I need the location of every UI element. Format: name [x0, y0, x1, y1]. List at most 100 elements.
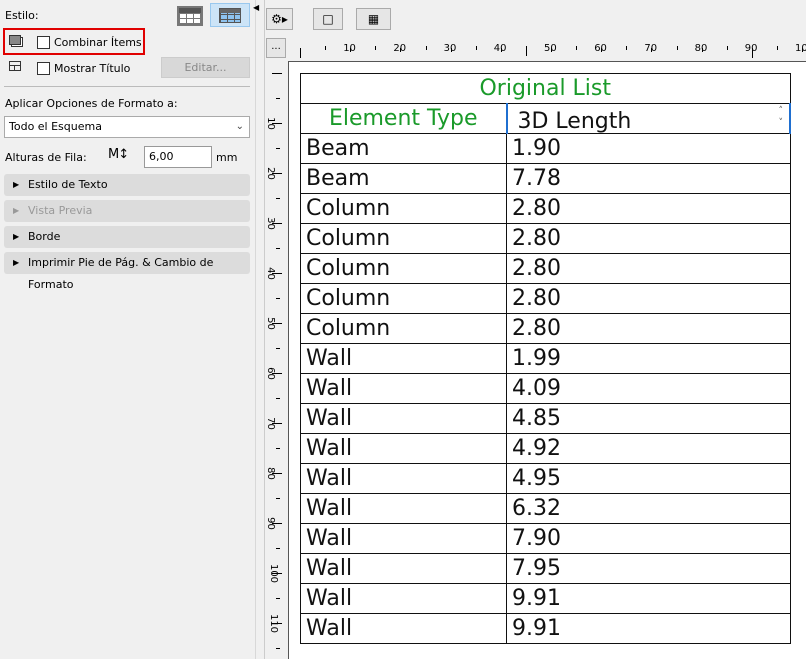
cell-3d-length[interactable]: 2.80: [506, 313, 791, 344]
ruler-tick: [276, 548, 280, 549]
more-button[interactable]: ...: [266, 38, 286, 58]
section-label: Borde: [28, 230, 61, 243]
row-height-icon: M↕: [108, 147, 129, 162]
table-row: Wall 4.85: [300, 403, 791, 434]
cell-element-type[interactable]: Column: [300, 253, 507, 284]
cell-3d-length[interactable]: 7.78: [506, 163, 791, 194]
table-row: Beam 7.78: [300, 163, 791, 194]
apply-dropdown[interactable]: Todo el Esquema ⌄: [4, 116, 250, 138]
style-grid-option-2[interactable]: [210, 3, 250, 27]
cell-element-type[interactable]: Wall: [300, 493, 507, 524]
cell-3d-length[interactable]: 4.85: [506, 403, 791, 434]
cell-element-type[interactable]: Wall: [300, 373, 507, 404]
table-header-row: Element Type 3D Length ˄ ˅: [300, 103, 791, 134]
settings-gear-icon[interactable]: ⚙▸: [266, 8, 293, 30]
cell-3d-length[interactable]: 2.80: [506, 253, 791, 284]
header-3d-length[interactable]: 3D Length ˄ ˅: [505, 103, 791, 134]
cell-3d-length[interactable]: 1.90: [506, 133, 791, 164]
show-title-checkbox[interactable]: [37, 62, 50, 75]
table-row: Wall 7.90: [300, 523, 791, 554]
expand-triangle-icon: ▶: [13, 232, 20, 241]
style-label: Estilo:: [5, 9, 39, 22]
ruler-tick: [576, 46, 578, 50]
cell-element-type[interactable]: Column: [300, 223, 507, 254]
cell-element-type[interactable]: Wall: [300, 613, 507, 644]
sort-arrows-icon[interactable]: ˄ ˅: [778, 106, 784, 128]
cell-element-type[interactable]: Column: [300, 193, 507, 224]
ruler-tick: [276, 448, 280, 449]
ruler-tick: [276, 248, 280, 249]
ruler-label: 60: [594, 43, 607, 54]
ruler-label: 110: [268, 613, 280, 634]
section-border[interactable]: ▶ Borde: [4, 226, 250, 248]
ruler-tick: [272, 123, 282, 124]
cell-3d-length[interactable]: 2.80: [506, 193, 791, 224]
ruler-tick: [726, 46, 728, 50]
cell-3d-length[interactable]: 4.92: [506, 433, 791, 464]
combine-items-icon: [9, 35, 21, 45]
cell-element-type[interactable]: Wall: [300, 583, 507, 614]
ruler-tick: [350, 48, 352, 52]
cell-element-type[interactable]: Wall: [300, 523, 507, 554]
row-height-input[interactable]: 6,00: [144, 146, 212, 168]
ruler-tick: [751, 48, 753, 58]
cell-3d-length[interactable]: 7.95: [506, 553, 791, 584]
expand-triangle-icon: ▶: [13, 180, 20, 189]
ruler-label: 10: [264, 117, 276, 130]
row-height-label: Alturas de Fila:: [5, 151, 87, 164]
fit-selection-icon[interactable]: □: [313, 8, 343, 30]
vertical-ruler: 10 20 30 40 50 60 70 80 90 100 110: [264, 62, 288, 659]
cell-3d-length[interactable]: 9.91: [506, 583, 791, 614]
header-element-type[interactable]: Element Type: [300, 103, 507, 134]
combine-items-label: Combinar Ítems: [54, 36, 142, 49]
cell-element-type[interactable]: Beam: [300, 163, 507, 194]
table-row: Wall 6.32: [300, 493, 791, 524]
cell-3d-length[interactable]: 6.32: [506, 493, 791, 524]
ruler-label: 90: [744, 43, 758, 54]
ruler-tick: [272, 423, 282, 424]
style-grid-option-1[interactable]: [177, 6, 203, 26]
cell-3d-length[interactable]: 4.09: [506, 373, 791, 404]
cell-element-type[interactable]: Wall: [300, 403, 507, 434]
section-text-style[interactable]: ▶ Estilo de Texto: [4, 174, 250, 196]
cell-3d-length[interactable]: 9.91: [506, 613, 791, 644]
cell-element-type[interactable]: Beam: [300, 133, 507, 164]
ruler-tick: [276, 498, 280, 499]
ruler-tick: [276, 398, 280, 399]
ruler-tick: [272, 273, 282, 274]
edit-button[interactable]: Editar...: [161, 57, 250, 78]
ruler-tick: [272, 573, 282, 574]
cell-3d-length[interactable]: 7.90: [506, 523, 791, 554]
ruler-tick: [272, 523, 282, 524]
section-label: Imprimir Pie de Pág. & Cambio de Formato: [28, 256, 214, 291]
cell-3d-length[interactable]: 4.95: [506, 463, 791, 494]
ruler-tick: [272, 173, 282, 174]
schedule-table: Original List Element Type 3D Length ˄ ˅ B…: [300, 73, 791, 644]
combine-items-checkbox[interactable]: [37, 36, 50, 49]
cell-3d-length[interactable]: 2.80: [506, 283, 791, 314]
table-row: Wall 9.91: [300, 583, 791, 614]
ruler-tick: [276, 348, 280, 349]
cell-element-type[interactable]: Wall: [300, 433, 507, 464]
table-title-row: Original List: [300, 73, 791, 104]
fit-all-icon[interactable]: ▦: [356, 8, 391, 30]
expand-triangle-icon: ▶: [13, 206, 20, 215]
ruler-label: 20: [264, 167, 276, 180]
cell-element-type[interactable]: Column: [300, 313, 507, 344]
ruler-tick: [272, 223, 282, 224]
table-row: Wall 7.95: [300, 553, 791, 584]
table-title[interactable]: Original List: [300, 73, 791, 104]
section-print-footer[interactable]: ▶ Imprimir Pie de Pág. & Cambio de Format…: [4, 252, 250, 291]
collapse-panel-icon[interactable]: ◀: [253, 3, 260, 12]
ruler-tick: [272, 323, 282, 324]
cell-3d-length[interactable]: 2.80: [506, 223, 791, 254]
cell-element-type[interactable]: Column: [300, 283, 507, 314]
ruler-tick: [375, 46, 377, 50]
cell-element-type[interactable]: Wall: [300, 343, 507, 374]
table-row: Column 2.80: [300, 223, 791, 254]
ruler-label: 30: [264, 217, 276, 230]
ruler-tick: [276, 148, 280, 149]
cell-element-type[interactable]: Wall: [300, 463, 507, 494]
cell-3d-length[interactable]: 1.99: [506, 343, 791, 374]
cell-element-type[interactable]: Wall: [300, 553, 507, 584]
